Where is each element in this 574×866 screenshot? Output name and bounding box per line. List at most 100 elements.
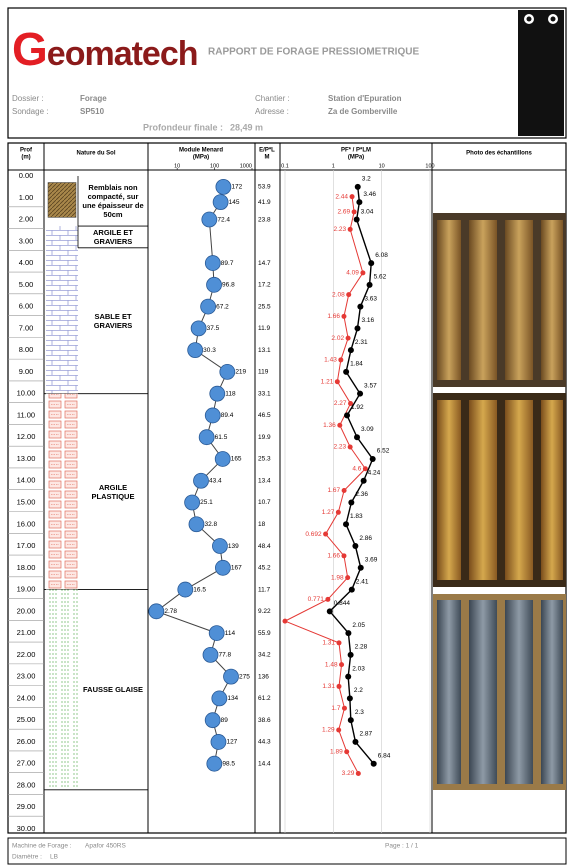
pressure-label: 3.16 <box>361 317 374 324</box>
depth-label: 29.00 <box>17 802 36 811</box>
layer-name: ARGILE ET GRAVIERS <box>92 227 133 246</box>
soil-pattern <box>46 226 78 248</box>
depth-label: 0.00 <box>19 171 34 180</box>
module-tick-label: 10 <box>174 163 180 169</box>
pressure-point <box>336 640 342 646</box>
pressure-label: 1.27 <box>322 509 335 516</box>
info-label: Adresse : <box>255 107 289 116</box>
pressure-point <box>354 325 361 332</box>
core-photo <box>433 213 566 790</box>
module-point <box>204 255 221 271</box>
module-label: 61.5 <box>215 434 228 441</box>
pressure-point <box>369 455 376 462</box>
pressure-label: 6.84 <box>378 752 391 759</box>
pressure-label: 2.2 <box>354 687 363 694</box>
soil-pattern <box>46 589 78 790</box>
depth-label: 17.00 <box>17 541 36 550</box>
pressure-label: 1.66 <box>327 313 340 320</box>
pressure-point <box>341 705 347 711</box>
column-header: PF* / P*LM <box>341 148 371 154</box>
module-label: 37.5 <box>207 325 220 332</box>
column-header: Photo des échantillons <box>466 151 532 157</box>
ratio-value: 14.4 <box>258 760 271 767</box>
layer-name: SABLE ET GRAVIERS <box>93 311 133 330</box>
layer-label-box: Remblais non compacté, sur une épaisseur… <box>82 183 143 219</box>
module-point <box>210 734 227 750</box>
pressure-point <box>336 727 342 733</box>
column-header: M <box>265 155 270 161</box>
ratio-value: 11.9 <box>258 325 271 332</box>
pressure-point <box>348 400 354 406</box>
pressure-point <box>360 477 367 484</box>
final-depth-value: 28,49 m <box>230 122 263 132</box>
pressure-label: 1.67 <box>327 487 340 494</box>
info-value: Za de Gomberville <box>328 107 398 116</box>
pressure-label: 3.63 <box>364 295 377 302</box>
pressure-point <box>362 466 368 472</box>
pressure-point <box>354 434 361 441</box>
footer-value: Apafor 450RS <box>85 843 126 850</box>
depth-label: 13.00 <box>17 454 36 463</box>
ratio-value: 38.6 <box>258 717 271 724</box>
pressure-label: 1.92 <box>351 404 364 411</box>
pressure-point <box>347 347 354 354</box>
module-point <box>209 385 226 402</box>
depth-label: 10.00 <box>17 389 36 398</box>
module-label: 30.3 <box>203 347 216 354</box>
module-point <box>193 472 209 489</box>
layer-label-box: ARGILE PLASTIQUE <box>92 483 135 501</box>
pressure-label: 0.692 <box>305 531 322 538</box>
pressure-label: 2.08 <box>332 291 345 298</box>
ratio-value: 53.9 <box>258 184 271 191</box>
column-header: Nature du Sol <box>76 151 115 157</box>
module-point <box>190 320 207 337</box>
pressure-point <box>352 738 359 745</box>
pressure-point <box>346 292 352 298</box>
depth-label: 18.00 <box>17 563 36 572</box>
module-point <box>223 668 239 685</box>
pressure-label: 2.3 <box>355 709 364 716</box>
pressure-label: 3.2 <box>362 176 371 183</box>
pressure-point <box>341 553 347 559</box>
pressure-label: 1.98 <box>331 574 344 581</box>
pressure-label: 6.08 <box>375 252 388 259</box>
pressure-point <box>336 683 342 689</box>
pressure-label: 2.41 <box>356 578 369 585</box>
column-header: Module Menard <box>179 148 223 154</box>
pressure-point <box>347 226 353 232</box>
pressure-point <box>347 717 354 724</box>
ratio-value: 11.7 <box>258 586 271 593</box>
pressure-tick-label: 1 <box>332 163 335 169</box>
module-tick-label: 100 <box>210 163 219 169</box>
module-label: 96.8 <box>222 282 235 289</box>
depth-label: 14.00 <box>17 476 36 485</box>
pressure-point <box>341 313 347 319</box>
column-header: E/P*L <box>259 148 275 154</box>
depth-label: 26.00 <box>17 737 36 746</box>
module-label: 219 <box>235 369 246 376</box>
depth-label: 16.00 <box>17 519 36 528</box>
pressure-label: 2.23 <box>334 226 347 233</box>
ratio-value: 136 <box>258 673 269 680</box>
pressure-label: 1.48 <box>325 661 338 668</box>
pressure-point <box>345 673 352 680</box>
pressure-point <box>355 770 361 776</box>
module-point <box>202 646 219 663</box>
ratio-value: 10.7 <box>258 499 271 506</box>
module-point <box>206 755 223 772</box>
module-label: 89 <box>221 717 229 724</box>
module-point <box>148 603 165 620</box>
pressure-point <box>351 209 357 215</box>
pressure-point <box>360 270 366 276</box>
pressure-label: 3.46 <box>363 191 376 198</box>
depth-label: 15.00 <box>17 497 36 506</box>
ratio-value: 25.3 <box>258 456 271 463</box>
module-point <box>212 194 229 211</box>
module-tick-label: 1000 <box>240 163 252 169</box>
depth-label: 12.00 <box>17 432 36 441</box>
pressure-point <box>346 695 353 702</box>
pressure-label: 2.05 <box>352 622 365 629</box>
pressure-point <box>347 651 354 658</box>
module-label: 172 <box>231 184 242 191</box>
info-value: SP510 <box>80 107 105 116</box>
